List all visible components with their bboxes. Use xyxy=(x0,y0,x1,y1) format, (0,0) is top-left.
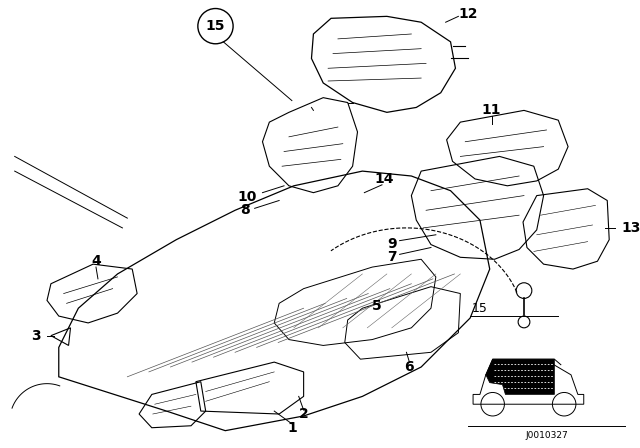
Text: 11: 11 xyxy=(482,103,501,117)
Text: 6: 6 xyxy=(404,360,414,374)
Text: 4: 4 xyxy=(91,254,101,268)
Text: 9: 9 xyxy=(387,237,397,250)
Text: 10: 10 xyxy=(237,190,257,203)
Text: 14: 14 xyxy=(374,172,394,186)
Text: J0010327: J0010327 xyxy=(525,431,568,440)
Text: 13: 13 xyxy=(621,221,640,235)
Text: 5: 5 xyxy=(372,299,382,313)
Text: 15: 15 xyxy=(472,302,488,315)
Text: 7: 7 xyxy=(387,250,397,264)
Polygon shape xyxy=(486,359,554,394)
Text: 8: 8 xyxy=(240,203,250,217)
Text: 2: 2 xyxy=(299,407,308,421)
Text: 3: 3 xyxy=(31,329,41,343)
Text: 1: 1 xyxy=(287,421,297,435)
Text: 12: 12 xyxy=(458,8,478,22)
Text: 15: 15 xyxy=(205,19,225,33)
